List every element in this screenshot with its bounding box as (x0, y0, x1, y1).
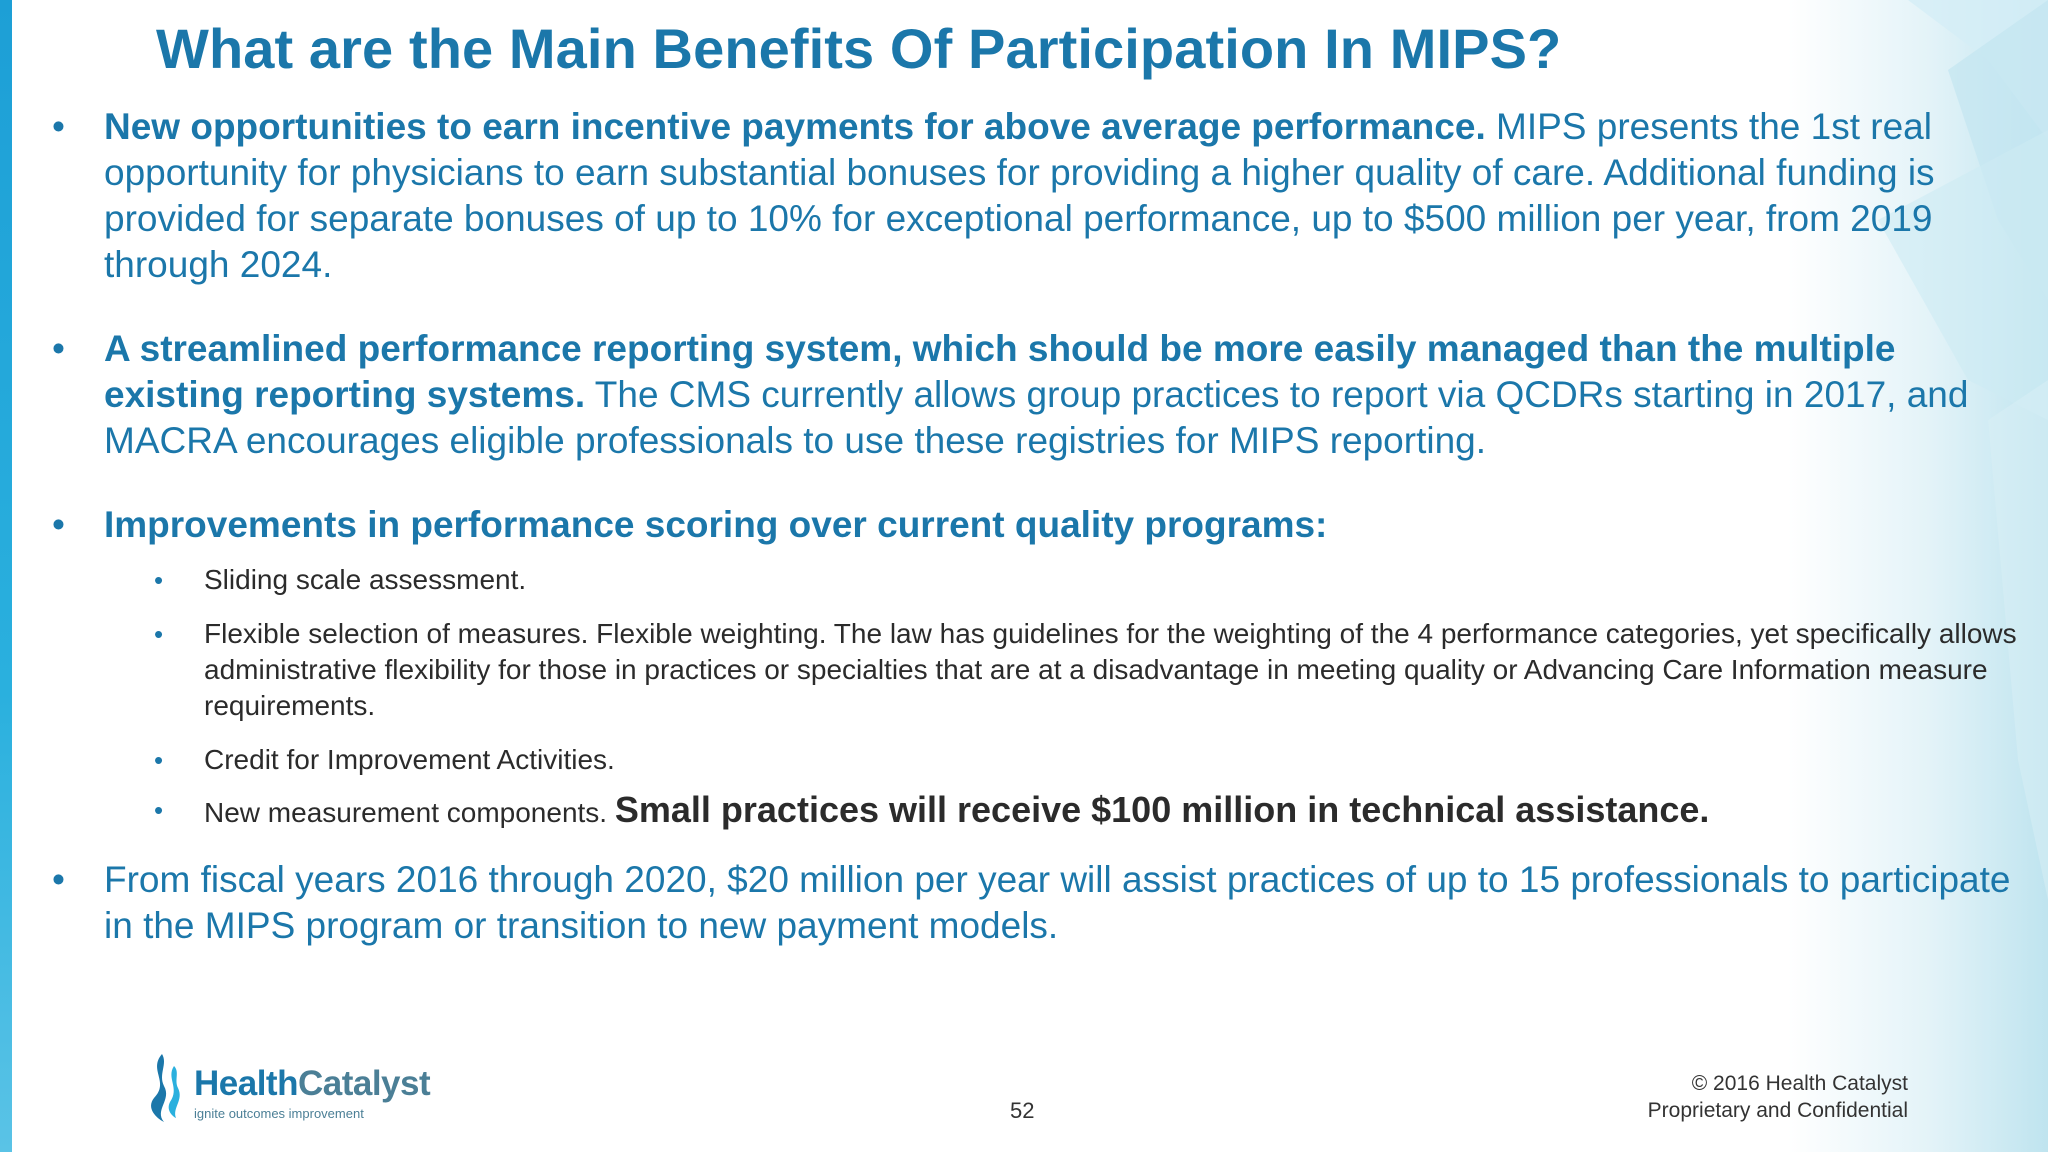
bullet-marker: • (52, 106, 65, 147)
bullet-text: MIPS presents the 1st real opportunity f… (104, 106, 1935, 285)
bullet-heading: A streamlined performance reporting syst… (104, 328, 1896, 415)
bullet-marker: • (52, 859, 65, 900)
left-accent-bar (0, 0, 12, 1152)
sub-bullet-item: • Credit for Improvement Activities. (52, 742, 2012, 778)
bullet-item: • New opportunities to earn incentive pa… (52, 104, 2012, 288)
sub-bullet-marker: • (154, 795, 164, 825)
sub-bullet-marker: • (154, 565, 164, 595)
sub-bullet-item: • Sliding scale assessment. (52, 562, 2012, 598)
page-title: What are the Main Benefits Of Participat… (156, 17, 1562, 80)
copyright-line: © 2016 Health Catalyst (1691, 1072, 1908, 1095)
bullet-item: • From fiscal years 2016 through 2020, $… (52, 857, 2012, 949)
sub-bullet-text: Flexible selection of measures. Flexible… (204, 618, 2017, 721)
sub-bullet-item: • Flexible selection of measures. Flexib… (52, 616, 2048, 724)
sub-bullet-item: • New measurement components. Small prac… (52, 792, 2012, 831)
bullet-list: • New opportunities to earn incentive pa… (52, 104, 2017, 949)
logo-catalyst: Catalyst (297, 1064, 431, 1103)
bullet-marker: • (52, 328, 65, 369)
sub-bullet-emphasis: Small practices will receive $100 millio… (614, 789, 1710, 830)
logo-wordmark: HealthCatalyst (194, 1064, 431, 1104)
flame-logo-icon (151, 1054, 180, 1122)
bullet-heading: Improvements in performance scoring over… (104, 504, 1328, 545)
sub-bullet-marker: • (154, 619, 164, 649)
bullet-text: From fiscal years 2016 through 2020, $20… (104, 859, 2011, 946)
sub-bullet-text: New measurement components. (204, 797, 615, 828)
health-catalyst-logo: HealthCatalyst ignite outcomes improveme… (140, 1054, 440, 1124)
page-number: 52 (1010, 1098, 1035, 1123)
sub-bullet-marker: • (154, 745, 164, 775)
sub-bullet-text: Credit for Improvement Activities. (204, 744, 615, 775)
confidential-line: Proprietary and Confidential (1647, 1099, 1908, 1122)
sub-bullet-text: Sliding scale assessment. (204, 564, 527, 595)
bullet-text: The CMS currently allows group practices… (104, 374, 1969, 461)
bullet-item: • A streamlined performance reporting sy… (52, 326, 2012, 464)
bullet-heading: New opportunities to earn incentive paym… (104, 106, 1486, 147)
logo-health: Health (194, 1064, 298, 1103)
bullet-item: • Improvements in performance scoring ov… (52, 502, 2012, 548)
bullet-marker: • (52, 504, 65, 545)
copyright-block: © 2016 Health Catalyst Proprietary and C… (1648, 1070, 1908, 1124)
logo-tagline: ignite outcomes improvement (194, 1106, 364, 1121)
